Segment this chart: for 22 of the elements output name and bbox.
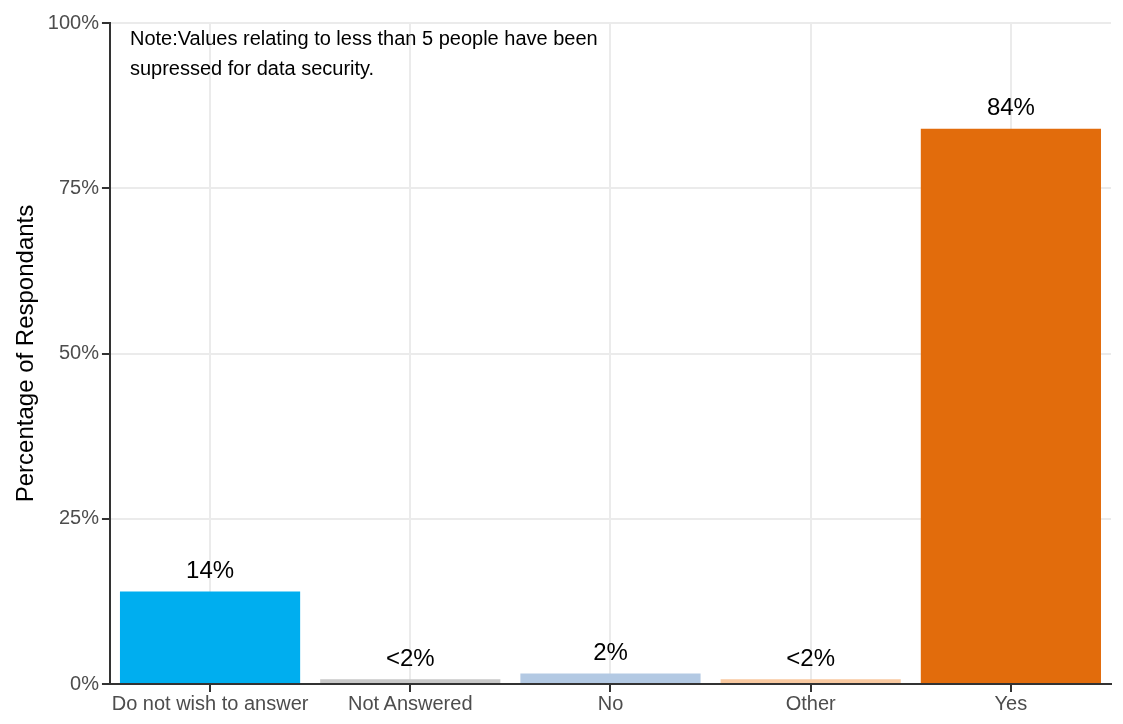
bar (320, 679, 501, 683)
bar (119, 591, 301, 683)
y-tick-label: 50% (58, 341, 100, 364)
data-label: <2% (385, 644, 435, 671)
x-tick-label: Yes (994, 691, 1028, 714)
bar (920, 128, 1101, 683)
bar (520, 673, 701, 683)
x-tick-label: No (597, 691, 624, 714)
x-tick-label: Not Answered (348, 691, 473, 714)
data-label: 14% (186, 556, 235, 584)
y-tick-label: 75% (58, 175, 100, 198)
x-tick-label: Other (785, 691, 837, 714)
x-tick-label: Do not wish to answer (111, 691, 309, 714)
annotation: Note:Values relating to less than 5 people have been supressed for data security. (129, 26, 598, 79)
y-tick-label: 25% (58, 506, 100, 529)
data-label: 84% (986, 93, 1035, 121)
data-label: <2% (786, 644, 836, 671)
y-tick-label: 0% (70, 671, 100, 694)
bar (720, 679, 901, 683)
y-tick-label: 100% (47, 10, 100, 33)
data-label: 2% (593, 638, 628, 666)
y-axis-title: Percentage of Respondants (11, 204, 39, 503)
